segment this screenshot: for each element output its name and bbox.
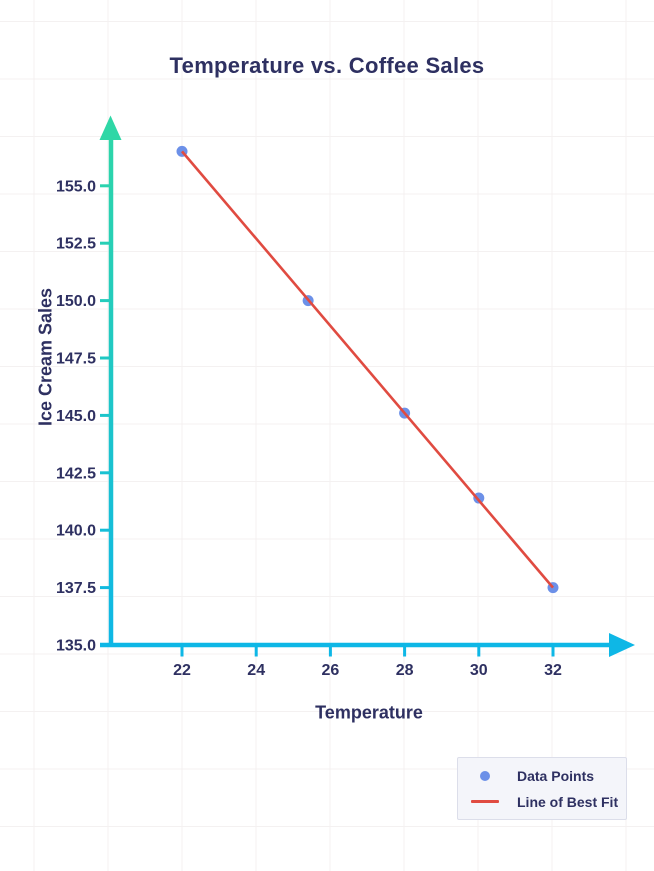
legend-label-best-fit: Line of Best Fit xyxy=(517,793,619,810)
legend-label-data-points: Data Points xyxy=(517,767,595,784)
legend-item-data-points: Data Points xyxy=(471,768,626,784)
legend: Data Points Line of Best Fit xyxy=(457,757,627,820)
data-points-marker-icon xyxy=(480,770,490,781)
x-axis-label: Temperature xyxy=(315,702,423,723)
x-tick-label: 32 xyxy=(544,662,562,679)
y-tick-label: 142.5 xyxy=(56,465,96,482)
y-tick-label: 150.0 xyxy=(56,293,96,310)
y-tick-label: 137.5 xyxy=(56,580,96,597)
y-tick-label: 145.0 xyxy=(56,408,96,425)
best-fit-marker-icon xyxy=(471,800,499,803)
y-tick-label: 140.0 xyxy=(56,523,96,540)
x-tick-label: 30 xyxy=(470,662,488,679)
y-tick-label: 155.0 xyxy=(56,178,96,195)
x-tick-label: 28 xyxy=(396,662,414,679)
x-tick-label: 22 xyxy=(173,662,191,679)
best-fit-line xyxy=(181,150,554,589)
y-axis-arrowhead-icon xyxy=(99,115,122,140)
y-tick-label: 147.5 xyxy=(56,351,96,368)
y-tick-label: 152.5 xyxy=(56,236,96,253)
y-tick-label: 135.0 xyxy=(56,638,96,655)
x-tick-label: 26 xyxy=(322,662,340,679)
chart-title: Temperature vs. Coffee Sales xyxy=(169,53,485,78)
legend-item-best-fit: Line of Best Fit xyxy=(471,794,626,810)
x-tick-label: 24 xyxy=(247,662,265,679)
x-axis-arrowhead-icon xyxy=(609,633,635,657)
